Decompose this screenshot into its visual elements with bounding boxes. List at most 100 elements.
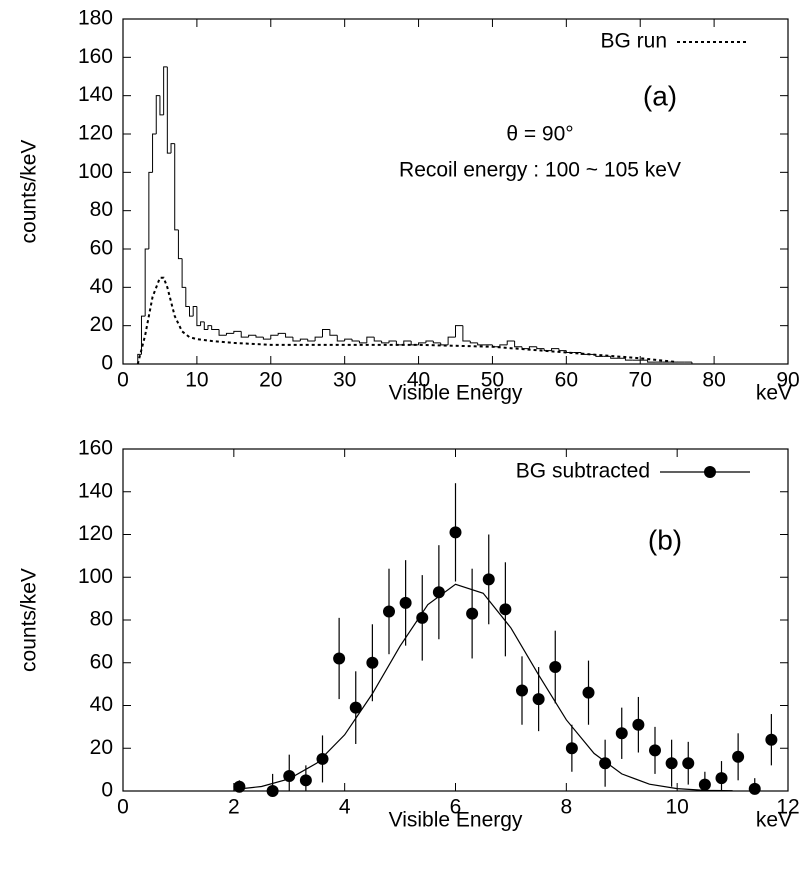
histogram-bin [225,332,234,336]
x-tick-label: 20 [259,369,282,392]
histogram-bin [207,325,212,330]
histogram-bin [200,321,205,326]
histogram-bin [285,333,293,338]
histogram-bin [388,340,397,343]
histogram-bin [137,353,142,364]
histogram-bin [366,336,375,343]
data-point [499,603,512,616]
histogram-bin [248,334,256,338]
x-tick-label: 2 [228,796,240,819]
histogram-bin [558,348,567,352]
x-axis-label: Visible Energy [389,809,523,832]
histogram-bin [255,335,264,338]
y-tick-label: 180 [78,7,113,30]
annotation: Recoil energy : 100 ~ 105 keV [399,159,681,182]
histogram-bin [344,338,353,341]
x-axis-unit: keV [756,382,792,405]
histogram-bin [211,325,220,330]
histogram-bin [432,341,441,344]
histogram-bin [462,325,471,342]
y-tick-label: 0 [101,779,113,802]
legend-swatch [704,466,716,478]
y-axis-label: counts/keV [18,140,41,244]
histogram-bin [299,338,308,341]
x-tick-label: 0 [117,369,129,392]
data-point [715,772,728,785]
histogram-bin [152,133,157,173]
y-tick-label: 140 [78,479,113,502]
histogram-bin [506,340,515,345]
x-tick-label: 50 [481,369,504,392]
data-point [549,661,562,674]
data-point [449,526,462,539]
histogram-bin [543,348,552,352]
y-tick-label: 160 [78,45,113,68]
histogram-bin [536,346,545,350]
histogram-bin [144,248,149,317]
histogram-bin [329,329,338,336]
histogram-bin [163,66,168,115]
data-point [233,780,246,793]
data-point [732,750,745,763]
histogram-bin [262,337,271,340]
histogram-bin [499,344,508,347]
histogram-bin [155,95,160,134]
x-tick-label: 10 [185,369,208,392]
histogram-bin [691,362,700,365]
histogram-bin [185,287,190,307]
y-tick-label: 20 [90,313,113,336]
histogram-bin [140,315,146,355]
histogram-bin [174,143,179,231]
bg-line [136,276,678,365]
histogram-bin [403,340,412,345]
histogram-bin [192,306,197,317]
histogram-bin [203,321,208,330]
annotation: (a) [643,80,677,111]
histogram-bin [270,334,279,340]
y-tick-label: 60 [90,650,113,673]
histogram-bin [189,306,194,317]
annotation: θ = 90° [506,123,573,146]
histogram-bin [307,339,316,342]
x-axis-label: Visible Energy [389,382,523,405]
histogram-bin [425,340,434,343]
x-tick-label: 12 [776,796,799,819]
y-tick-label: 20 [90,736,113,759]
histogram-bin [314,336,323,341]
data-point [599,757,612,770]
histogram-bin [170,143,175,154]
data-point [765,733,778,746]
plot-frame [122,18,789,365]
data-point [532,693,545,706]
histogram-bin [292,337,301,342]
histogram-bin [322,329,330,338]
legend-label: BG run [600,30,667,53]
x-tick-label: 40 [407,369,430,392]
y-tick-label: 80 [90,608,113,631]
histogram-bin [181,258,186,288]
histogram-bin [218,329,227,336]
y-tick-label: 100 [78,565,113,588]
histogram-bin [148,171,153,249]
data-point [682,757,695,770]
data-point [632,718,645,731]
y-axis-label: counts/keV [18,568,41,672]
data-point [366,656,379,669]
data-point [383,605,395,618]
data-point [283,770,296,783]
y-tick-label: 140 [78,83,113,106]
histogram-bin [477,342,486,346]
data-point [399,596,412,609]
histogram-bin [277,332,286,336]
x-tick-label: 80 [702,369,725,392]
histogram-bin [373,337,382,342]
data-point [466,607,479,620]
data-point [582,686,595,699]
x-axis-unit: keV [756,809,792,832]
annotation: (b) [648,524,682,555]
data-point [416,611,429,624]
y-tick-label: 0 [101,352,113,375]
histogram-bin [240,331,249,338]
x-tick-label: 60 [555,369,578,392]
legend-label: BG subtracted [516,460,650,483]
